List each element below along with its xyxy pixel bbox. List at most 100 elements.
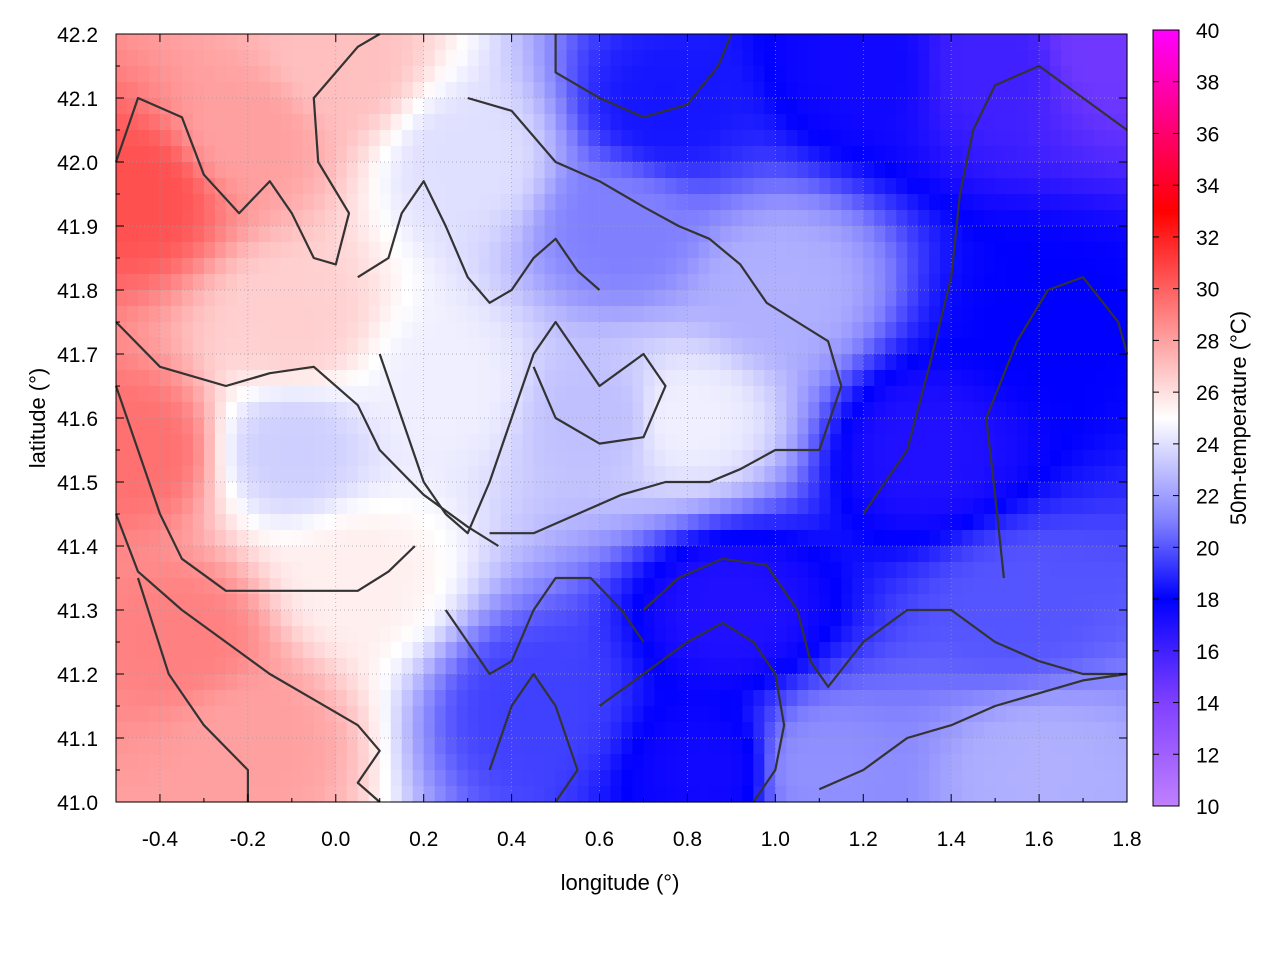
colorbar-tick-label: 38 xyxy=(1196,72,1219,95)
heatmap-cell xyxy=(126,290,139,307)
heatmap-cell xyxy=(247,770,260,787)
heatmap-cell xyxy=(368,658,381,675)
heatmap-cell xyxy=(423,530,436,547)
heatmap-cell xyxy=(324,658,337,675)
heatmap-cell xyxy=(291,34,304,51)
heatmap-cell xyxy=(940,66,952,83)
heatmap-cell xyxy=(577,642,590,659)
heatmap-cell xyxy=(203,626,216,643)
heatmap-cell xyxy=(874,34,886,51)
heatmap-cell xyxy=(181,258,194,275)
heatmap-cell xyxy=(357,514,370,531)
heatmap-cell xyxy=(423,402,436,419)
heatmap-cell xyxy=(357,418,370,435)
heatmap-cell xyxy=(731,562,743,579)
heatmap-cell xyxy=(214,546,227,563)
heatmap-cell xyxy=(137,162,150,179)
heatmap-cell xyxy=(709,290,721,307)
heatmap-cell xyxy=(236,242,249,259)
heatmap-cell xyxy=(665,226,678,243)
heatmap-cell xyxy=(236,162,249,179)
heatmap-cell xyxy=(225,98,238,115)
heatmap-cell xyxy=(1061,482,1073,499)
y-axis-label: latitude (°) xyxy=(25,368,50,469)
heatmap-cell xyxy=(632,706,645,723)
heatmap-cell xyxy=(302,210,315,227)
heatmap-cell xyxy=(467,530,480,547)
heatmap-cell xyxy=(126,786,139,803)
heatmap-cell xyxy=(1006,722,1018,739)
heatmap-cell xyxy=(764,578,776,595)
heatmap-cell xyxy=(676,194,689,211)
heatmap-cell xyxy=(203,370,216,387)
heatmap-cell xyxy=(401,242,414,259)
heatmap-cell xyxy=(192,402,205,419)
heatmap-cell xyxy=(291,162,304,179)
heatmap-cell xyxy=(335,434,348,451)
heatmap-cell xyxy=(214,626,227,643)
heatmap-cell xyxy=(148,338,161,355)
heatmap-cell xyxy=(885,434,897,451)
heatmap-cell xyxy=(588,626,601,643)
heatmap-cell xyxy=(225,418,238,435)
heatmap-cell xyxy=(863,146,875,163)
heatmap-cell xyxy=(478,402,491,419)
heatmap-cell xyxy=(1116,322,1128,339)
heatmap-cell xyxy=(962,354,974,371)
heatmap-cell xyxy=(280,626,293,643)
heatmap-cell xyxy=(126,450,139,467)
heatmap-cell xyxy=(324,242,337,259)
heatmap-cell xyxy=(775,354,787,371)
heatmap-cell xyxy=(698,450,711,467)
heatmap-cell xyxy=(566,226,579,243)
heatmap-cell xyxy=(170,738,183,755)
heatmap-cell xyxy=(434,402,447,419)
heatmap-cell xyxy=(181,322,194,339)
heatmap-cell xyxy=(775,786,787,803)
heatmap-cell xyxy=(236,578,249,595)
heatmap-cell xyxy=(489,306,502,323)
heatmap-cell xyxy=(247,194,260,211)
heatmap-cell xyxy=(390,274,403,291)
heatmap-cell xyxy=(148,258,161,275)
heatmap-cell xyxy=(731,610,743,627)
heatmap-cell xyxy=(643,306,656,323)
heatmap-cell xyxy=(764,322,776,339)
heatmap-cell xyxy=(665,786,678,803)
heatmap-cell xyxy=(467,594,480,611)
heatmap-cell xyxy=(126,530,139,547)
heatmap-cell xyxy=(918,786,930,803)
heatmap-cell xyxy=(687,754,700,771)
heatmap-cell xyxy=(863,770,875,787)
heatmap-cell xyxy=(412,514,425,531)
heatmap-cell xyxy=(1083,162,1095,179)
heatmap-cell xyxy=(1105,578,1117,595)
heatmap-cell xyxy=(1006,194,1018,211)
heatmap-cell xyxy=(148,130,161,147)
heatmap-cell xyxy=(434,114,447,131)
heatmap-cell xyxy=(610,354,623,371)
heatmap-cell xyxy=(1116,722,1128,739)
heatmap-cell xyxy=(742,706,754,723)
heatmap-cell xyxy=(654,690,667,707)
heatmap-cell xyxy=(423,754,436,771)
heatmap-cell xyxy=(632,690,645,707)
heatmap-cell xyxy=(918,578,930,595)
heatmap-cell xyxy=(445,738,458,755)
heatmap-cell xyxy=(863,482,875,499)
heatmap-cell xyxy=(643,162,656,179)
heatmap-cell xyxy=(643,482,656,499)
heatmap-cell xyxy=(753,178,765,195)
heatmap-cell xyxy=(1094,674,1106,691)
heatmap-cell xyxy=(720,274,732,291)
heatmap-cell xyxy=(742,466,754,483)
heatmap-cell xyxy=(467,258,480,275)
heatmap-cell xyxy=(236,354,249,371)
heatmap-cell xyxy=(731,98,743,115)
heatmap-cell xyxy=(665,690,678,707)
heatmap-cell xyxy=(676,418,689,435)
heatmap-cell xyxy=(1083,642,1095,659)
heatmap-cell xyxy=(742,322,754,339)
heatmap-cell xyxy=(148,50,161,67)
heatmap-cell xyxy=(1105,130,1117,147)
